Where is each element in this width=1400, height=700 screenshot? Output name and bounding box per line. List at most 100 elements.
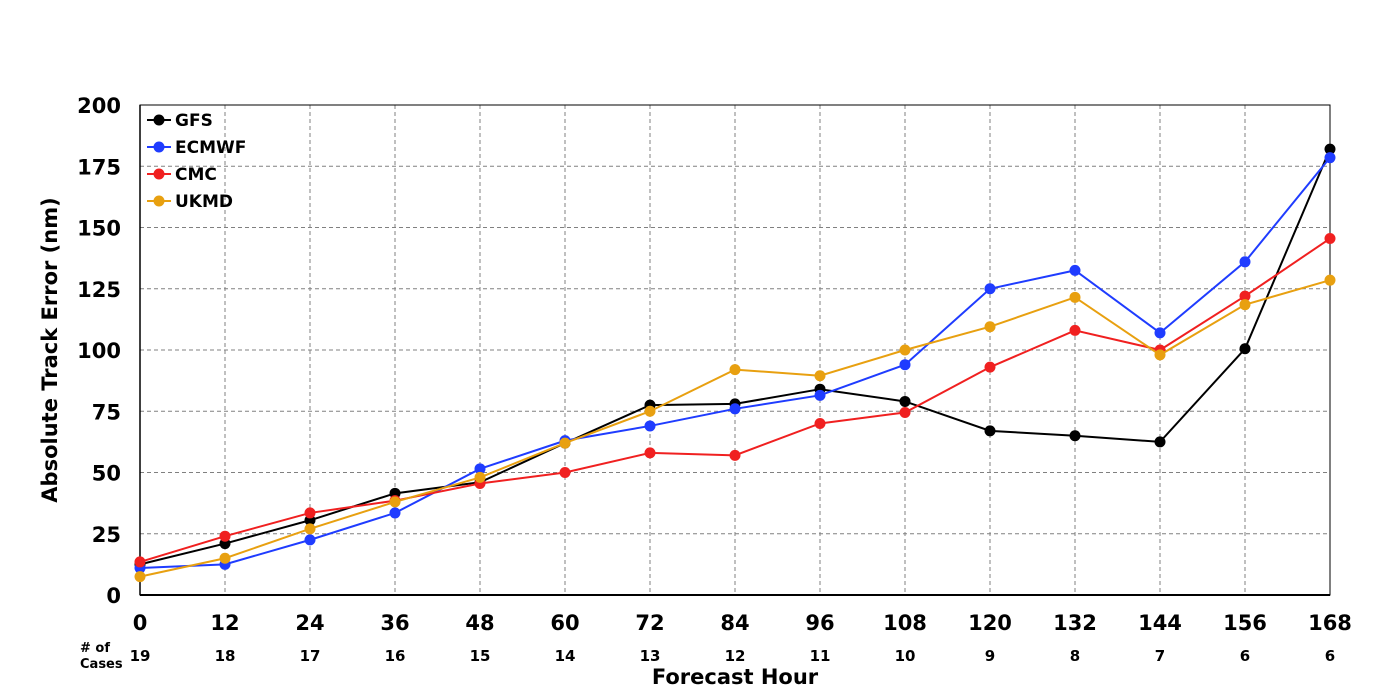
x-axis-title: Forecast Hour: [652, 665, 819, 689]
y-tick-label: 125: [77, 278, 121, 302]
case-count: 9: [985, 647, 995, 665]
data-point-ukmd: [1324, 274, 1336, 286]
x-tick-label: 0: [133, 611, 148, 635]
case-count: 18: [215, 647, 236, 665]
data-point-cmc: [814, 418, 826, 429]
data-point-ecmwf: [1239, 256, 1251, 268]
data-point-gfs: [899, 395, 911, 407]
data-point-ukmd: [1069, 291, 1081, 303]
series-lines: [134, 143, 1336, 583]
data-point-ukmd: [644, 405, 656, 417]
case-count: 17: [300, 647, 321, 665]
legend-marker-ukmd: [153, 195, 165, 207]
data-point-ukmd: [729, 364, 741, 376]
x-tick-label: 36: [380, 611, 409, 635]
legend-label-cmc: CMC: [175, 165, 217, 185]
case-count: 12: [725, 647, 746, 665]
legend-label-gfs: GFS: [175, 111, 213, 131]
data-point-gfs: [984, 425, 996, 437]
data-point-ecmwf: [304, 534, 316, 546]
legend-marker-gfs: [153, 114, 165, 126]
x-tick-label: 72: [635, 611, 664, 635]
cases-label-line1: # of: [80, 641, 110, 656]
data-point-ukmd: [559, 437, 571, 449]
y-tick-label: 25: [92, 523, 121, 547]
data-point-ukmd: [219, 552, 231, 564]
data-point-cmc: [1069, 324, 1081, 336]
data-point-ecmwf: [1069, 264, 1081, 276]
data-point-ecmwf: [814, 389, 826, 401]
y-axis-title: Absolute Track Error (nm): [38, 197, 62, 502]
x-tick-label: 144: [1138, 611, 1182, 635]
case-count: 13: [640, 647, 661, 665]
data-point-ecmwf: [984, 283, 996, 295]
y-tick-label: 100: [77, 339, 121, 363]
data-point-ecmwf: [474, 463, 486, 475]
x-tick-label: 48: [465, 611, 494, 635]
x-tick-label: 84: [720, 611, 749, 635]
legend-label-ecmwf: ECMWF: [175, 138, 246, 158]
data-point-cmc: [134, 556, 146, 568]
case-count: 7: [1155, 647, 1165, 665]
case-count: 6: [1325, 647, 1335, 665]
data-point-ecmwf: [899, 359, 911, 371]
data-point-ukmd: [899, 344, 911, 356]
data-point-cmc: [899, 406, 911, 418]
data-point-cmc: [644, 447, 656, 459]
x-tick-label: 60: [550, 611, 579, 635]
x-tick-label: 156: [1223, 611, 1267, 635]
y-tick-label: 50: [92, 462, 121, 486]
x-tick-label: 96: [805, 611, 834, 635]
y-tick-labels: 0 25 50 75 100 125 150 175 200: [77, 94, 121, 608]
data-point-ecmwf: [644, 420, 656, 432]
data-point-ecmwf: [389, 507, 401, 519]
x-tick-label: 120: [968, 611, 1012, 635]
data-point-cmc: [219, 530, 231, 542]
x-tick-label: 168: [1308, 611, 1352, 635]
y-tick-label: 200: [77, 94, 121, 118]
y-tick-label: 175: [77, 155, 121, 179]
data-point-ukmd: [814, 370, 826, 382]
data-point-ukmd: [984, 321, 996, 333]
y-tick-label: 0: [106, 584, 121, 608]
data-point-ukmd: [474, 471, 486, 483]
data-point-ukmd: [1239, 299, 1251, 311]
x-tick-label: 132: [1053, 611, 1097, 635]
data-point-cmc: [1324, 233, 1336, 245]
case-count: 6: [1240, 647, 1250, 665]
data-point-ukmd: [1154, 349, 1166, 361]
case-count: 14: [555, 647, 576, 665]
legend-marker-cmc: [153, 168, 165, 180]
data-point-gfs: [1154, 436, 1166, 448]
y-tick-label: 75: [92, 400, 121, 424]
x-tick-labels: 0 12 24 36 48 60 72 84 96 108 120 132 144 156 168: [133, 611, 1352, 635]
case-count: 11: [810, 647, 831, 665]
cases-label-line2: Cases: [80, 657, 123, 672]
data-point-ecmwf: [1324, 152, 1336, 164]
data-point-gfs: [1069, 430, 1081, 442]
case-count: 16: [385, 647, 406, 665]
y-tick-label: 150: [77, 217, 121, 241]
case-count: 19: [130, 647, 151, 665]
case-count: 10: [895, 647, 916, 665]
data-point-cmc: [304, 507, 316, 519]
x-tick-label: 12: [210, 611, 239, 635]
case-count: 15: [470, 647, 491, 665]
x-tick-label: 108: [883, 611, 927, 635]
data-point-cmc: [1239, 290, 1251, 302]
data-point-ecmwf: [1154, 327, 1166, 339]
data-point-gfs: [1324, 143, 1336, 155]
data-point-cmc: [729, 449, 741, 461]
legend-label-ukmd: UKMD: [175, 192, 233, 212]
data-point-ukmd: [134, 571, 146, 583]
data-point-gfs: [1239, 343, 1251, 355]
data-point-cmc: [984, 361, 996, 373]
data-point-ecmwf: [729, 403, 741, 415]
data-point-ukmd: [389, 496, 401, 508]
legend: GFS ECMWF CMC UKMD: [147, 111, 246, 212]
x-tick-label: 24: [295, 611, 324, 635]
case-count: 8: [1070, 647, 1080, 665]
case-count-labels: 19 18 17 16 15 14 13 12 11 10 9 8 7 6 6: [130, 647, 1336, 665]
legend-marker-ecmwf: [153, 141, 165, 153]
